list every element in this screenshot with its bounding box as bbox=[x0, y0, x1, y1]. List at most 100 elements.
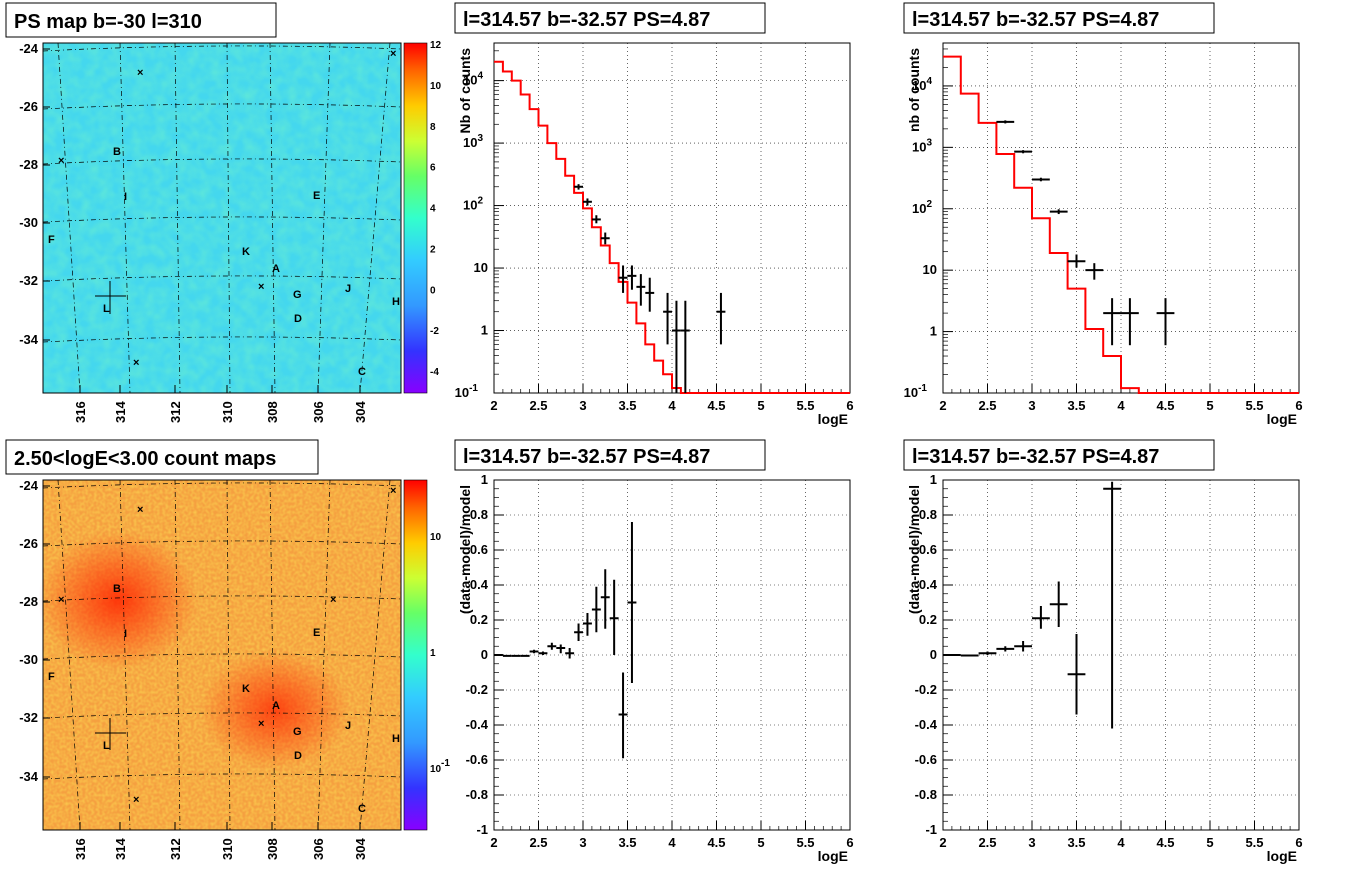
data-point bbox=[538, 651, 548, 655]
source-label: E bbox=[313, 627, 320, 639]
residual_left-chart: 2 2.5 3 3.5 4 4.5 5 5.5 6 -1 -0.8 -0.6 -0.4 -0.2 0 0.2 0… bbox=[457, 472, 854, 864]
y-axis-label: Nb of counts bbox=[457, 48, 473, 134]
plot-frame bbox=[493, 42, 851, 394]
count-map-palette-frame bbox=[403, 479, 428, 831]
x-tick-label: 4 bbox=[668, 835, 676, 850]
y-axis-label: (data-model)/model bbox=[906, 485, 922, 614]
x-tick-label: 314 bbox=[113, 838, 128, 860]
residual-left-title-box: l=314.57 b=-32.57 PS=4.87 bbox=[454, 439, 766, 471]
source-label: I bbox=[124, 191, 127, 203]
data-point bbox=[716, 292, 726, 345]
x-tick-label: 5 bbox=[1206, 398, 1213, 413]
x-marker: × bbox=[258, 281, 264, 293]
y-tick-label: -34 bbox=[19, 332, 39, 347]
y-tick-label: -26 bbox=[19, 99, 38, 114]
x-tick-label: 6 bbox=[1295, 835, 1302, 850]
source-label: H bbox=[392, 296, 400, 308]
x-marker: × bbox=[58, 155, 64, 167]
x-tick-label: 2.5 bbox=[529, 835, 547, 850]
x-tick-label: 3 bbox=[1028, 398, 1035, 413]
x-tick-label: 5 bbox=[1206, 835, 1213, 850]
y-tick-label: -0.2 bbox=[915, 682, 937, 697]
y-tick-label: -26 bbox=[19, 536, 38, 551]
count-map-frame bbox=[42, 479, 402, 831]
ps-map-frame bbox=[42, 42, 402, 394]
data-point bbox=[591, 215, 601, 224]
count-map-hot-region bbox=[38, 530, 198, 670]
palette-tick-exponent: -1 bbox=[441, 758, 450, 769]
y-axis-label: (data-model)/model bbox=[457, 485, 473, 614]
x-tick-label: 3.5 bbox=[618, 398, 636, 413]
x-tick-label: 4 bbox=[1117, 398, 1125, 413]
x-tick-label: 3 bbox=[579, 398, 586, 413]
count-map-palette-ticks: 10 1 10 -1 bbox=[430, 532, 450, 775]
x-marker: × bbox=[258, 718, 264, 730]
y-tick-label: 0.8 bbox=[470, 507, 488, 522]
y-tick-label: 104 bbox=[912, 76, 932, 93]
data-point bbox=[1156, 298, 1175, 346]
x-tick-label: 2.5 bbox=[529, 398, 547, 413]
y-tick-label: -0.2 bbox=[466, 682, 488, 697]
data-point bbox=[529, 649, 539, 654]
model-line bbox=[494, 60, 850, 394]
palette-tick: 12 bbox=[430, 40, 442, 51]
count-map-y-axis: -24 -26 -28 -30 -32 -34 bbox=[19, 478, 50, 784]
x-marker: × bbox=[133, 357, 139, 369]
ps-map-texture bbox=[43, 43, 401, 393]
x-marker: × bbox=[133, 794, 139, 806]
data-point bbox=[680, 300, 690, 393]
y-tick-label: -0.4 bbox=[466, 717, 489, 732]
source-label: K bbox=[242, 683, 250, 695]
source-label: C bbox=[358, 366, 366, 378]
graticule-line bbox=[226, 42, 231, 394]
data-point bbox=[1067, 634, 1086, 715]
y-tick-label: -0.8 bbox=[915, 787, 937, 802]
data-point bbox=[663, 292, 672, 345]
x-tick-label: 316 bbox=[73, 838, 88, 860]
y-tick-label: -30 bbox=[19, 652, 38, 667]
x-tick-label: 3.5 bbox=[618, 835, 636, 850]
y-tick-label: 1 bbox=[481, 323, 488, 338]
x-tick-label: 2.5 bbox=[978, 398, 996, 413]
source-label: D bbox=[294, 750, 302, 762]
y-tick-label: 10-1 bbox=[904, 383, 928, 400]
y-tick-label: -1 bbox=[925, 822, 937, 837]
x-tick-label: 312 bbox=[168, 838, 183, 860]
data-point bbox=[996, 646, 1015, 652]
x-tick-label: 314 bbox=[113, 401, 128, 423]
graticule-line bbox=[317, 479, 331, 831]
x-tick-label: 306 bbox=[311, 838, 326, 860]
y-tick-label: 0.6 bbox=[919, 542, 937, 557]
y-tick-label: 104 bbox=[463, 71, 483, 88]
y-tick-label: 0.4 bbox=[919, 577, 938, 592]
x-marker: × bbox=[390, 48, 396, 60]
palette-tick: -4 bbox=[430, 367, 439, 378]
data-point bbox=[1103, 298, 1121, 346]
y-tick-label: 10-1 bbox=[455, 383, 479, 400]
y-tick-label: 1 bbox=[930, 472, 937, 487]
graticule-line bbox=[119, 42, 131, 394]
source-label: E bbox=[313, 190, 320, 202]
palette-tick: 10 bbox=[430, 532, 442, 543]
x-tick-label: 2 bbox=[939, 835, 946, 850]
spectrum-left-title-box: l=314.57 b=-32.57 PS=4.87 bbox=[454, 2, 766, 34]
ps-map-y-axis: -24 -26 -28 -30 -32 -34 bbox=[19, 41, 50, 347]
model-line bbox=[943, 55, 1299, 394]
x-tick-label: 5.5 bbox=[1245, 398, 1263, 413]
x-marker: × bbox=[390, 485, 396, 497]
data-point bbox=[600, 569, 610, 629]
count-map-title: 2.50<logE<3.00 count maps bbox=[14, 448, 276, 470]
y-tick-label: -32 bbox=[19, 710, 38, 725]
x-tick-label: 310 bbox=[220, 401, 235, 423]
source-label: G bbox=[293, 289, 302, 301]
source-label: A bbox=[272, 700, 280, 712]
spectrum-left-title: l=314.57 b=-32.57 PS=4.87 bbox=[463, 9, 710, 31]
y-tick-label: -28 bbox=[19, 594, 38, 609]
source-label: L bbox=[103, 740, 110, 752]
source-label: F bbox=[48, 234, 55, 246]
y-tick-label: -0.6 bbox=[466, 752, 488, 767]
data-point bbox=[1085, 263, 1104, 280]
source-label: F bbox=[48, 671, 55, 683]
residual-right-title: l=314.57 b=-32.57 PS=4.87 bbox=[912, 446, 1159, 468]
